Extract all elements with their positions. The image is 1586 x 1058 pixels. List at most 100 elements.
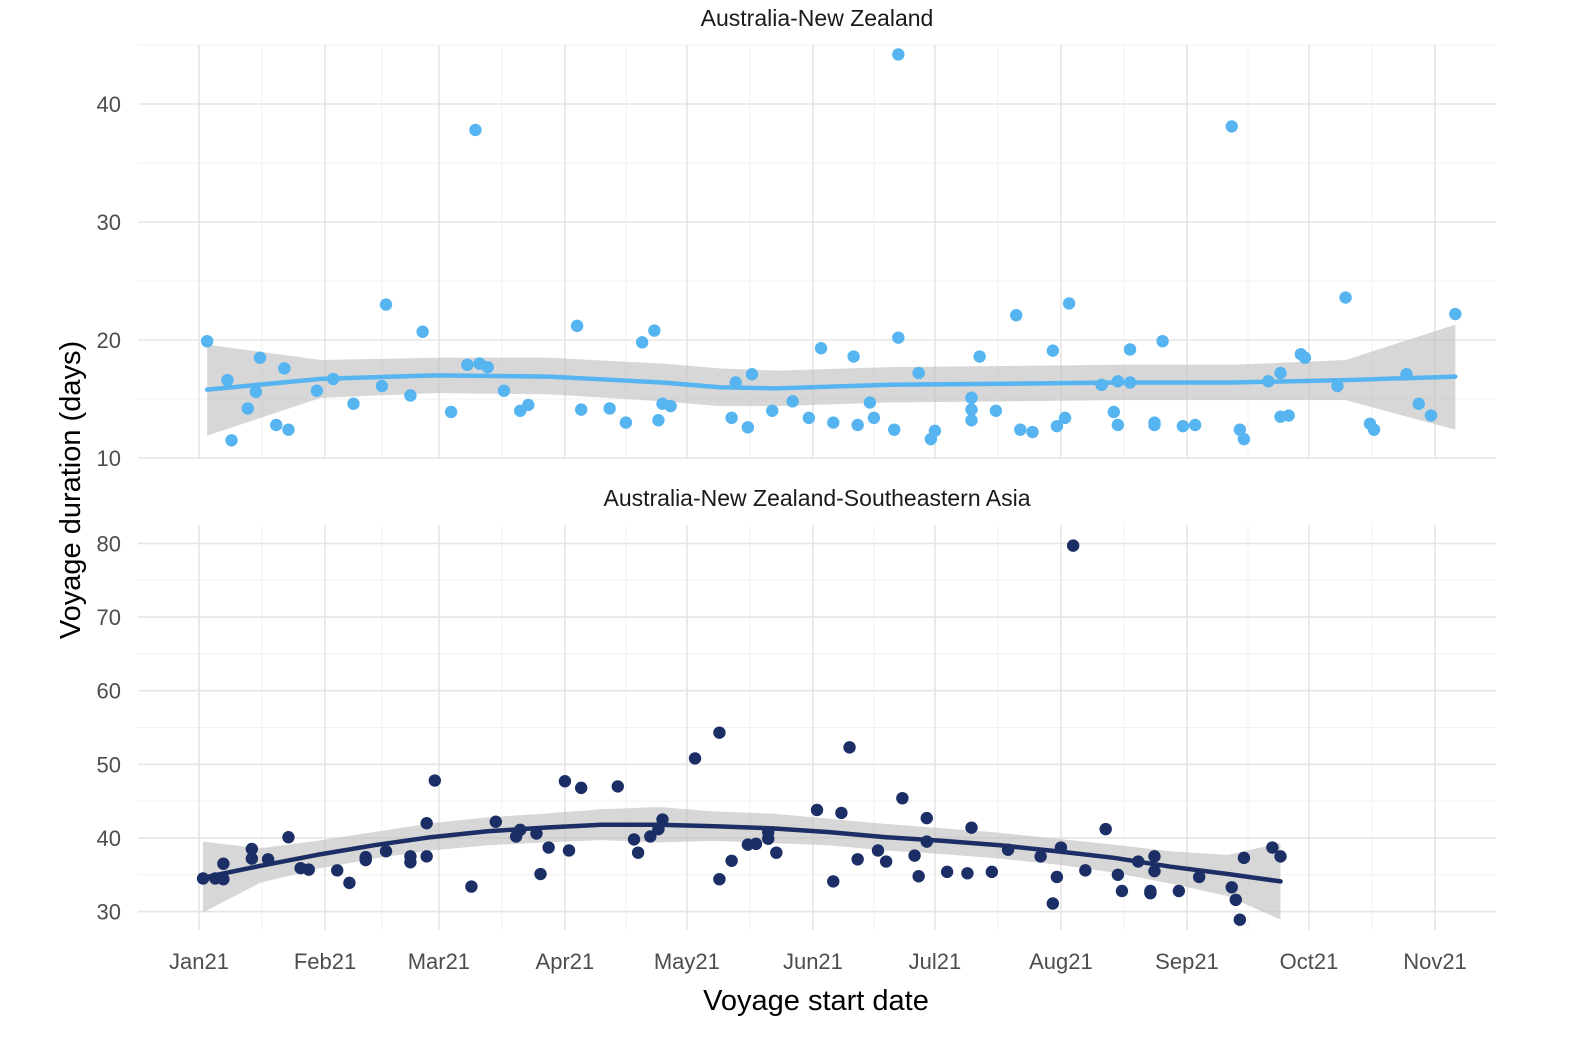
data-point xyxy=(562,844,576,857)
y-tick-label: 70 xyxy=(97,605,121,630)
data-point xyxy=(713,872,726,886)
data-point xyxy=(1282,409,1295,422)
data-point xyxy=(1274,850,1287,863)
data-point xyxy=(1424,409,1438,422)
data-point xyxy=(851,853,864,866)
data-point xyxy=(1111,868,1125,881)
data-point xyxy=(1066,539,1080,552)
data-point xyxy=(1412,397,1425,410)
data-point xyxy=(1026,425,1039,439)
data-point xyxy=(1123,343,1137,356)
data-point xyxy=(749,837,763,851)
data-point xyxy=(1192,870,1206,884)
data-point xyxy=(810,803,824,817)
data-point xyxy=(270,418,283,432)
data-point xyxy=(1046,897,1060,910)
data-point xyxy=(302,863,315,876)
data-point xyxy=(375,379,389,393)
data-point xyxy=(725,854,738,867)
data-point xyxy=(278,362,291,375)
data-point xyxy=(1144,886,1157,900)
y-tick-label: 10 xyxy=(97,446,121,471)
data-point xyxy=(611,780,624,793)
data-point xyxy=(965,403,978,416)
data-point xyxy=(1050,870,1064,884)
data-point xyxy=(786,395,799,408)
data-point xyxy=(1298,351,1312,364)
data-point xyxy=(200,334,214,348)
data-point xyxy=(1188,418,1202,432)
data-point xyxy=(802,411,816,425)
data-point xyxy=(253,351,267,364)
data-point xyxy=(920,811,933,825)
x-tick-label: Apr21 xyxy=(536,949,595,974)
data-point xyxy=(892,331,905,344)
panel-australia-new-zealand-southeastern-asia: Australia-New Zealand-Southeastern Asia 3… xyxy=(97,485,1496,930)
data-point xyxy=(1449,307,1462,321)
data-point xyxy=(745,368,759,381)
data-point xyxy=(347,397,360,410)
confidence-band xyxy=(203,807,1281,920)
confidence-band xyxy=(207,324,1456,436)
data-point xyxy=(542,841,555,854)
data-point xyxy=(725,411,738,425)
data-point xyxy=(965,414,978,427)
data-point xyxy=(489,815,502,828)
data-point xyxy=(282,423,295,436)
data-point xyxy=(627,833,641,846)
data-point xyxy=(741,421,755,434)
data-point xyxy=(217,857,230,870)
data-point xyxy=(1233,423,1247,436)
data-point xyxy=(1010,309,1023,322)
data-point xyxy=(379,845,393,858)
x-tick-label: Oct21 xyxy=(1280,949,1339,974)
x-tick-label: Jan21 xyxy=(169,949,229,974)
data-point xyxy=(1115,884,1129,898)
data-point xyxy=(574,403,588,416)
x-tick-label: Sep21 xyxy=(1155,949,1219,974)
data-point xyxy=(1266,841,1279,854)
data-point xyxy=(648,324,661,337)
data-point xyxy=(888,423,901,436)
data-point xyxy=(1046,344,1060,357)
data-point xyxy=(762,832,775,845)
panel-australia-new-zealand: Australia-New Zealand 10 20 30 40 xyxy=(97,5,1496,471)
x-tick-label: Nov21 xyxy=(1403,949,1467,974)
panel-title: Australia-New Zealand-Southeastern Asia xyxy=(603,485,1030,511)
x-tick-label: Aug21 xyxy=(1029,949,1093,974)
data-point xyxy=(1156,334,1169,348)
data-point xyxy=(851,418,864,432)
data-point xyxy=(1079,864,1092,877)
data-point xyxy=(416,325,429,338)
y-axis-title: Voyage duration (days) xyxy=(55,341,87,639)
data-point xyxy=(522,398,535,412)
data-point xyxy=(867,411,881,425)
x-axis-title: Voyage start date xyxy=(703,985,929,1017)
data-point xyxy=(574,781,588,795)
data-point xyxy=(928,424,942,438)
x-tick-label: May21 xyxy=(654,949,720,974)
data-point xyxy=(404,856,417,869)
data-point xyxy=(827,416,840,429)
data-point xyxy=(1229,893,1242,907)
data-point xyxy=(871,844,885,857)
data-point xyxy=(1099,822,1112,836)
data-point xyxy=(827,875,840,888)
data-point xyxy=(1367,423,1381,436)
data-point xyxy=(221,373,234,387)
data-point xyxy=(534,867,547,881)
data-point xyxy=(225,434,238,447)
data-point xyxy=(241,402,254,415)
data-point xyxy=(1058,411,1072,425)
data-point xyxy=(965,821,978,834)
smooth-trend-line xyxy=(200,822,1283,884)
data-point xyxy=(1107,405,1121,419)
data-point xyxy=(444,405,458,419)
data-point xyxy=(985,865,999,879)
data-point xyxy=(631,846,645,859)
x-tick-label: Jul21 xyxy=(909,949,962,974)
data-point xyxy=(249,385,263,399)
data-point xyxy=(940,865,954,879)
data-point xyxy=(245,852,259,865)
data-point xyxy=(1111,418,1125,432)
